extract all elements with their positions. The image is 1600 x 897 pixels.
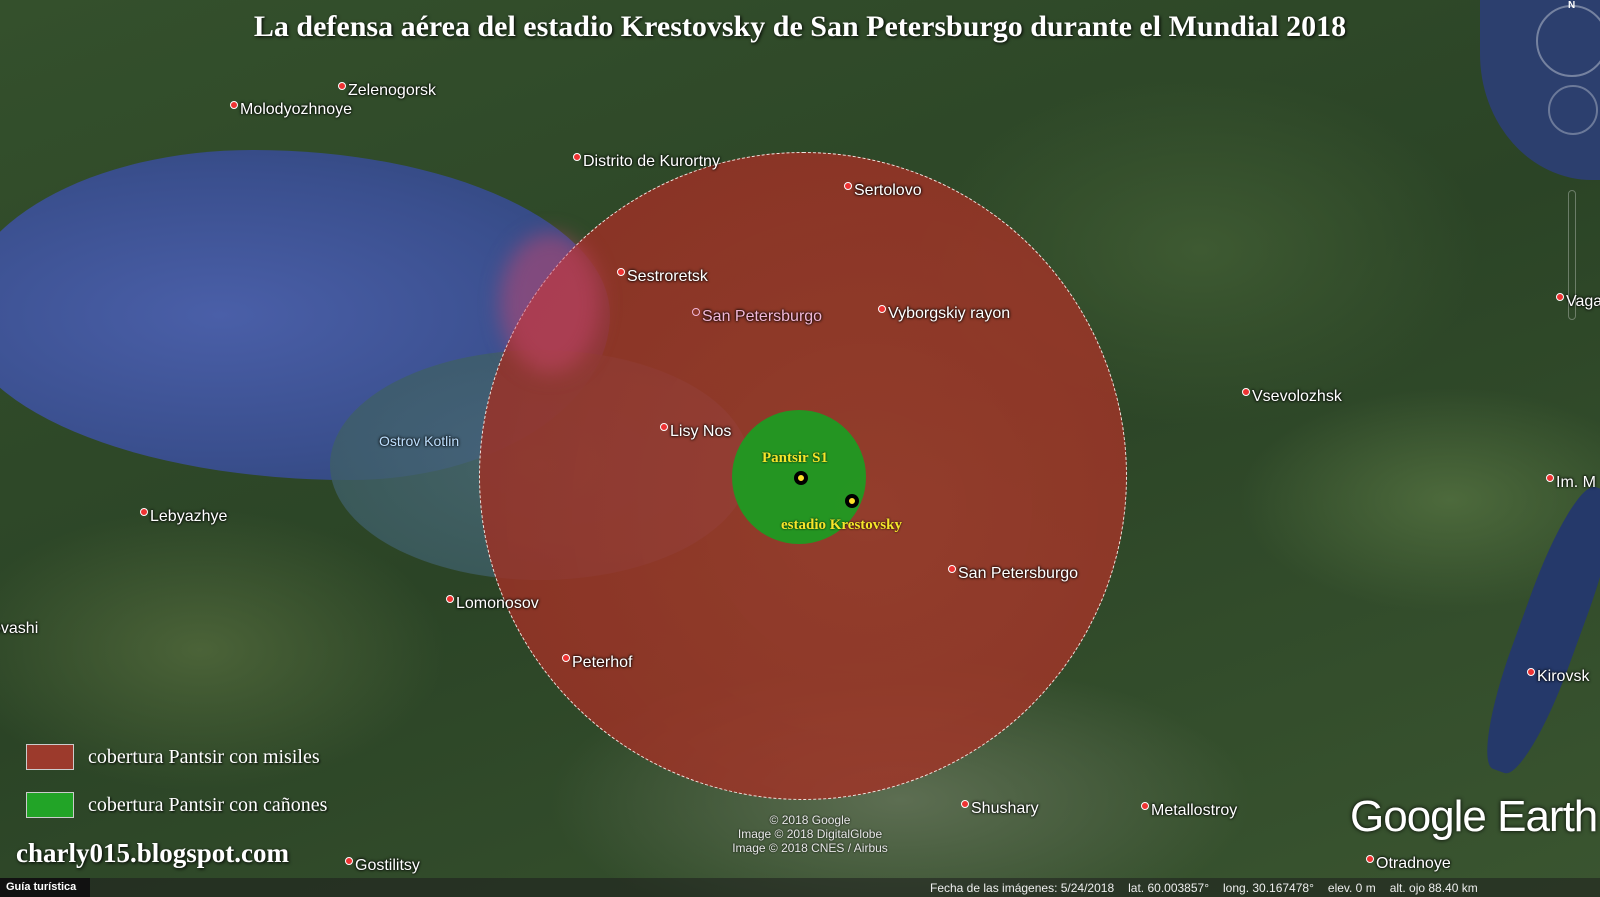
stadium-label: estadio Krestovsky [781, 517, 902, 533]
credit-line: © 2018 Google [769, 813, 851, 827]
credit-line: Image © 2018 CNES / Airbus [732, 841, 888, 855]
place-label: San Petersburgo [948, 565, 1078, 583]
place-label: Otradnoye [1366, 855, 1451, 873]
neva-river [1470, 478, 1600, 782]
place-label: ovashi [0, 620, 39, 637]
place-label: Gostilitsy [345, 857, 420, 875]
place-label: Sertolovo [844, 182, 922, 200]
status-bar: Guía turística Fecha de las imágenes: 5/… [0, 878, 1600, 897]
place-label: Lisy Nos [660, 423, 731, 441]
north-indicator: N [1568, 0, 1576, 11]
place-label: Kirovsk [1527, 668, 1589, 686]
place-label: Lebyazhye [140, 508, 227, 526]
credit-line: Image © 2018 DigitalGlobe [737, 827, 883, 841]
look-control[interactable] [1548, 85, 1598, 135]
legend-item-cannons: cobertura Pantsir con cañones [26, 792, 327, 818]
place-label: Vsevolozhsk [1242, 388, 1342, 406]
place-label: Distrito de Kurortny [573, 153, 720, 171]
imagery-date: Fecha de las imágenes: 5/24/2018 [930, 880, 1115, 895]
place-label: Sestroretsk [617, 268, 708, 286]
place-label: Metallostroy [1141, 802, 1237, 820]
pantsir-label: Pantsir S1 [762, 450, 828, 466]
legend-item-missiles: cobertura Pantsir con misiles [26, 744, 320, 770]
place-label: Shushary [961, 800, 1039, 818]
navigation-compass[interactable] [1536, 5, 1600, 77]
latitude: lat. 60.003857° [1128, 880, 1209, 895]
zoom-slider[interactable] [1568, 190, 1576, 320]
place-label: Molodyozhnoye [230, 101, 352, 119]
elevation: elev. 0 m [1327, 880, 1376, 895]
longitude: long. 30.167478° [1223, 880, 1314, 895]
place-label: Zelenogorsk [338, 82, 436, 100]
place-label: Peterhof [562, 654, 632, 672]
imagery-credits: © 2018 Google Image © 2018 DigitalGlobe … [700, 813, 920, 855]
place-label: Im. M [1546, 474, 1596, 492]
eye-altitude: alt. ojo 88.40 km [1389, 880, 1478, 895]
legend-swatch-red [26, 744, 74, 770]
place-label: Vaga [1556, 293, 1600, 311]
tour-guide-button[interactable]: Guía turística [0, 878, 90, 897]
map-title: La defensa aérea del estadio Krestovsky … [253, 10, 1347, 43]
pantsir-marker[interactable] [794, 471, 808, 485]
place-label: Ostrov Kotlin [379, 433, 460, 449]
stadium-marker[interactable] [845, 494, 859, 508]
place-label: Lomonosov [446, 595, 539, 613]
legend-swatch-green [26, 792, 74, 818]
place-label: Vyborgskiy rayon [878, 305, 1010, 323]
blog-watermark: charly015.blogspot.com [16, 838, 289, 868]
place-label: San Petersburgo [692, 308, 822, 326]
google-earth-logo: Google Earth [1350, 792, 1598, 841]
legend-label: cobertura Pantsir con misiles [88, 745, 320, 768]
legend-label: cobertura Pantsir con cañones [88, 793, 328, 816]
